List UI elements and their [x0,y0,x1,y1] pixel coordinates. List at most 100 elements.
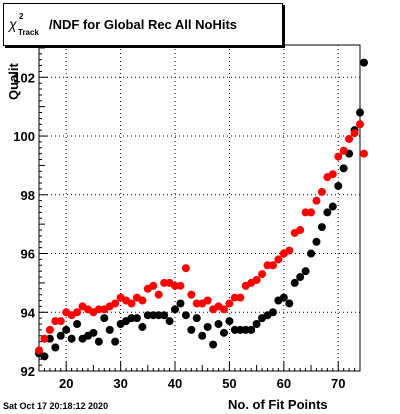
data-point [132,314,141,323]
data-point [307,208,316,217]
data-point [225,317,234,326]
data-point [219,305,228,314]
data-point [40,334,49,343]
data-point [334,152,343,161]
data-point [328,202,337,211]
data-point [258,270,267,279]
y-tick-label: 96 [21,247,35,262]
plot-frame [38,44,361,372]
data-point [176,281,185,290]
data-point [339,146,348,155]
data-point [105,325,114,334]
data-point [296,226,305,235]
data-point [268,308,277,317]
data-point [247,325,256,334]
data-point [268,261,277,270]
data-point [187,290,196,299]
x-axis-label: No. of Fit Points [228,397,328,412]
x-tick-label: 40 [168,376,182,391]
data-point [100,314,109,323]
data-point [45,325,54,334]
data-point [279,293,288,302]
data-point [165,317,174,326]
data-point [203,296,212,305]
y-tick-label: 94 [21,305,36,320]
data-point [67,334,76,343]
data-point [181,311,190,320]
title-superscript: 2 [19,12,24,21]
data-point [307,249,316,258]
data-point [181,264,190,273]
data-point [35,346,43,355]
timestamp: Sat Oct 17 20:18:12 2020 [3,401,109,411]
data-point [225,299,234,308]
data-point [40,352,49,361]
data-point [171,305,180,314]
data-point [360,149,368,158]
chart-title-box: χ 2 Track /NDF for Global Rec All NoHits [3,3,283,46]
data-point [94,337,103,346]
data-point [127,299,136,308]
data-point [312,196,321,205]
data-point [252,320,261,329]
data-point [176,299,185,308]
title-symbol: χ [9,16,17,32]
data-point [154,290,163,299]
y-tick-label: 100 [13,129,35,144]
data-point [317,223,326,232]
data-point [356,108,364,117]
data-point [345,134,354,143]
data-point [73,308,82,317]
x-axis-ticks: 20 30 40 50 60 70 [38,362,361,391]
data-point [160,311,169,320]
data-point [198,331,207,340]
title-text: /NDF for Global Rec All NoHits [49,17,238,32]
data-point [138,296,147,305]
y-axis-ticks: 92 94 96 98 100 102 [13,47,48,379]
data-markers [35,58,368,361]
data-point [356,120,364,129]
title-subscript: Track [18,28,39,37]
data-point [285,299,294,308]
data-point [111,337,120,346]
y-tick-label: 102 [13,70,35,85]
data-point [214,320,223,329]
data-point [274,255,283,264]
y-tick-label: 98 [21,188,35,203]
grid-lines [39,45,360,372]
data-point [203,322,212,331]
data-point [296,273,305,282]
data-point [350,129,359,138]
data-point [328,170,337,179]
x-tick-label: 60 [277,376,291,391]
data-point [360,58,368,67]
data-point [219,328,228,337]
data-point [301,267,310,276]
y-tick-label: 92 [21,364,35,379]
data-point [56,331,65,340]
x-tick-label: 30 [113,376,127,391]
data-point [312,237,321,246]
data-point [192,314,201,323]
data-point [290,278,299,287]
data-point [51,343,60,352]
x-tick-label: 20 [59,376,73,391]
data-point [89,328,98,337]
data-point [339,164,348,173]
y-axis-label: Qualit [6,63,21,100]
data-point [323,208,332,217]
data-point [111,299,120,308]
data-point [138,322,147,331]
data-point [317,187,326,196]
data-point [73,320,82,329]
data-point [187,325,196,334]
data-point [334,181,343,190]
data-point [149,281,158,290]
data-point [56,317,65,326]
data-point [252,275,261,284]
data-point [62,325,71,334]
x-tick-label: 50 [222,376,236,391]
x-tick-label: 70 [331,376,345,391]
data-point [209,340,218,349]
